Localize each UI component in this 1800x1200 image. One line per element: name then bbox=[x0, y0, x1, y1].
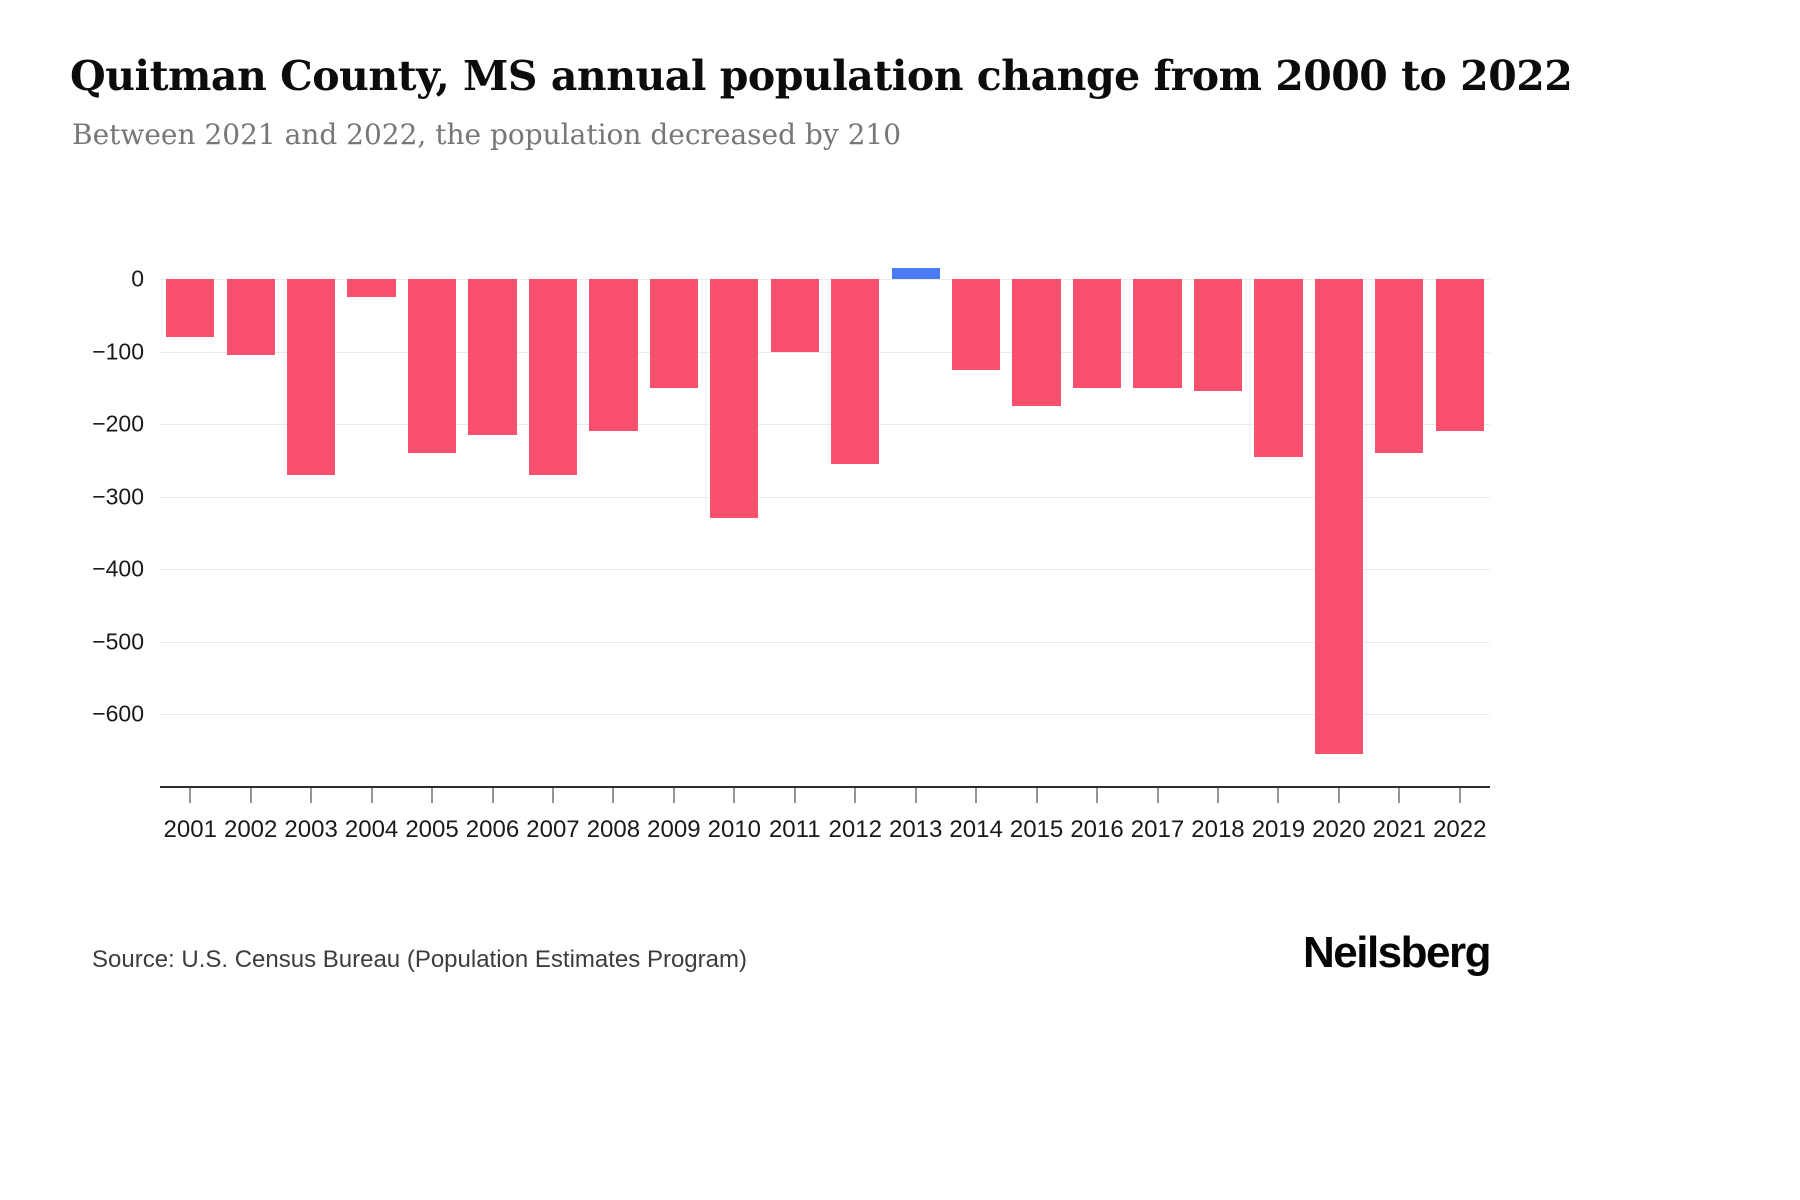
y-tick-label--400: −400 bbox=[92, 555, 144, 582]
x-tick-2008 bbox=[612, 788, 614, 803]
x-tick-2014 bbox=[975, 788, 977, 803]
y-tick-label--500: −500 bbox=[92, 628, 144, 655]
x-tick-label-2002: 2002 bbox=[223, 816, 278, 843]
bar-2021 bbox=[1375, 279, 1424, 454]
chart-title: Quitman County, MS annual population cha… bbox=[70, 52, 1573, 100]
gridline--600 bbox=[160, 714, 1490, 716]
y-tick-label--100: −100 bbox=[92, 338, 144, 365]
x-tick-2018 bbox=[1217, 788, 1219, 803]
bar-2013 bbox=[891, 268, 940, 280]
x-tick-label-2004: 2004 bbox=[344, 816, 399, 843]
bar-2009 bbox=[649, 279, 699, 388]
x-tick-label-2011: 2011 bbox=[768, 816, 821, 843]
x-tick-2016 bbox=[1096, 788, 1098, 803]
gridline--100 bbox=[160, 351, 1490, 353]
x-tick-label-2003: 2003 bbox=[284, 816, 338, 843]
gridline-0 bbox=[160, 279, 1490, 281]
bar-2005 bbox=[407, 279, 457, 454]
bar-2015 bbox=[1012, 279, 1061, 406]
x-tick-2019 bbox=[1277, 788, 1279, 803]
bar-2002 bbox=[226, 279, 275, 356]
x-tick-2004 bbox=[371, 788, 373, 803]
x-tick-label-2018: 2018 bbox=[1191, 816, 1245, 843]
bar-2018 bbox=[1193, 279, 1243, 392]
x-tick-2020 bbox=[1338, 788, 1340, 803]
x-tick-2015 bbox=[1036, 788, 1038, 803]
x-tick-label-2019: 2019 bbox=[1251, 816, 1306, 843]
x-tick-label-2020: 2020 bbox=[1312, 816, 1366, 843]
x-tick-label-2017: 2017 bbox=[1130, 816, 1185, 843]
x-tick-2002 bbox=[250, 788, 252, 803]
x-axis-line: 2001 2002 2003 2004 2005 2006 2007 2008 2009 2010… bbox=[160, 786, 1490, 843]
bar-2022 bbox=[1435, 279, 1484, 432]
x-tick-label-2012: 2012 bbox=[828, 816, 882, 843]
x-tick-2022 bbox=[1459, 788, 1461, 803]
x-tick-2006 bbox=[492, 788, 493, 803]
x-tick-2009 bbox=[673, 788, 675, 803]
chart-subtitle: Between 2021 and 2022, the population de… bbox=[72, 118, 902, 151]
x-tick-2013 bbox=[915, 788, 917, 803]
x-tick-2003 bbox=[310, 788, 312, 803]
x-tick-label-2009: 2009 bbox=[647, 816, 701, 843]
x-tick-label-2005: 2005 bbox=[405, 816, 459, 843]
x-tick-label-2013: 2013 bbox=[888, 816, 943, 843]
x-tick-2007 bbox=[552, 788, 554, 803]
y-tick-label-0: 0 bbox=[131, 265, 144, 292]
source-note: Source: U.S. Census Bureau (Population E… bbox=[92, 946, 747, 973]
x-tick-label-2007: 2007 bbox=[526, 816, 580, 843]
gridline--200 bbox=[160, 424, 1490, 426]
brand-logo: Neilsberg bbox=[1302, 928, 1492, 977]
bar-2010 bbox=[710, 279, 759, 519]
x-tick-label-2006: 2006 bbox=[465, 816, 520, 843]
x-tick-label-2001: 2001 bbox=[163, 816, 217, 843]
gridline--300 bbox=[160, 496, 1490, 498]
y-tick-label--200: −200 bbox=[92, 410, 144, 437]
x-tick-2017 bbox=[1157, 788, 1158, 803]
bar-2019 bbox=[1254, 279, 1303, 457]
x-tick-2005 bbox=[431, 788, 433, 803]
x-tick-2010 bbox=[733, 788, 735, 803]
bar-2011 bbox=[770, 279, 819, 352]
bar-2014 bbox=[951, 279, 1001, 370]
y-tick-label--300: −300 bbox=[92, 483, 144, 510]
x-tick-label-2014: 2014 bbox=[949, 816, 1003, 843]
bar-2016 bbox=[1072, 279, 1122, 388]
plot-area: 0 −100 −200 −300 −400 −500 −600 bbox=[92, 250, 1490, 787]
x-tick-2001 bbox=[189, 788, 191, 803]
bar-2004 bbox=[347, 279, 396, 298]
x-tick-2011 bbox=[794, 788, 796, 803]
y-tick-label--600: −600 bbox=[92, 700, 144, 727]
bar-2007 bbox=[528, 279, 578, 475]
bar-2001 bbox=[166, 279, 215, 338]
x-tick-label-2016: 2016 bbox=[1070, 816, 1124, 843]
x-tick-2021 bbox=[1398, 788, 1400, 803]
bar-2017 bbox=[1133, 279, 1182, 388]
x-tick-2012 bbox=[854, 788, 856, 803]
gridline--400 bbox=[160, 569, 1490, 571]
x-tick-label-2021: 2021 bbox=[1372, 816, 1427, 843]
x-tick-label-2008: 2008 bbox=[586, 816, 641, 843]
x-tick-label-2010: 2010 bbox=[707, 816, 762, 843]
bar-2020 bbox=[1314, 279, 1364, 755]
bar-2003 bbox=[286, 279, 336, 475]
bar-2008 bbox=[589, 279, 638, 432]
bar-2012 bbox=[831, 279, 880, 465]
x-tick-label-2015: 2015 bbox=[1009, 816, 1064, 843]
gridline--500 bbox=[160, 641, 1490, 643]
x-tick-label-2022: 2022 bbox=[1433, 816, 1487, 843]
bar-2006 bbox=[468, 279, 517, 436]
